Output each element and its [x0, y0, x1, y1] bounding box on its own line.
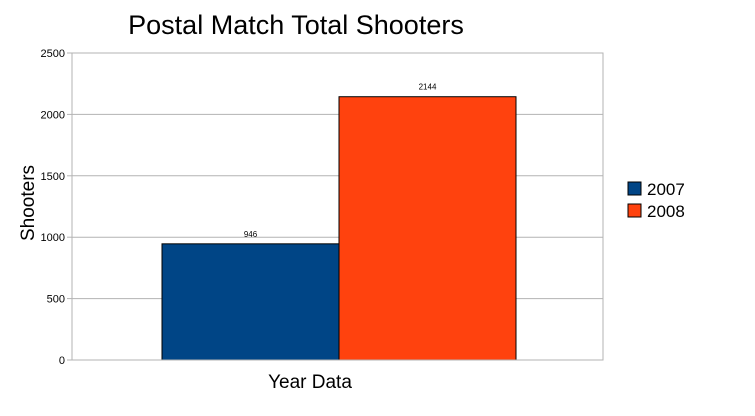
bar-2007: [161, 243, 340, 361]
data-label-2007: 946: [244, 230, 258, 239]
data-labels: 946 2144: [244, 83, 437, 239]
y-tick-label: 1500: [41, 171, 65, 183]
legend-label-2008: 2008: [647, 202, 685, 221]
y-tick-label: 2500: [41, 48, 65, 60]
y-axis-ticks: 0 500 1000 1500 2000 2500: [41, 48, 72, 367]
legend-swatch-2007: [627, 181, 642, 196]
bars: [161, 96, 517, 361]
bar-2008: [338, 96, 517, 361]
y-tick-label: 500: [47, 294, 65, 306]
plot-area-frame: [71, 52, 604, 361]
y-axis-label: Shooters: [18, 165, 39, 241]
legend-label-2007: 2007: [647, 180, 685, 199]
legend-swatch-2008: [627, 203, 642, 218]
y-tick-label: 0: [59, 355, 65, 367]
y-tick-label: 2000: [41, 109, 65, 121]
y-tick-label: 1000: [41, 232, 65, 244]
data-label-2008: 2144: [419, 83, 437, 92]
x-category-label: Year Data: [268, 372, 352, 393]
legend: 2007 2008: [627, 180, 685, 221]
chart-title: Postal Match Total Shooters: [128, 10, 464, 40]
